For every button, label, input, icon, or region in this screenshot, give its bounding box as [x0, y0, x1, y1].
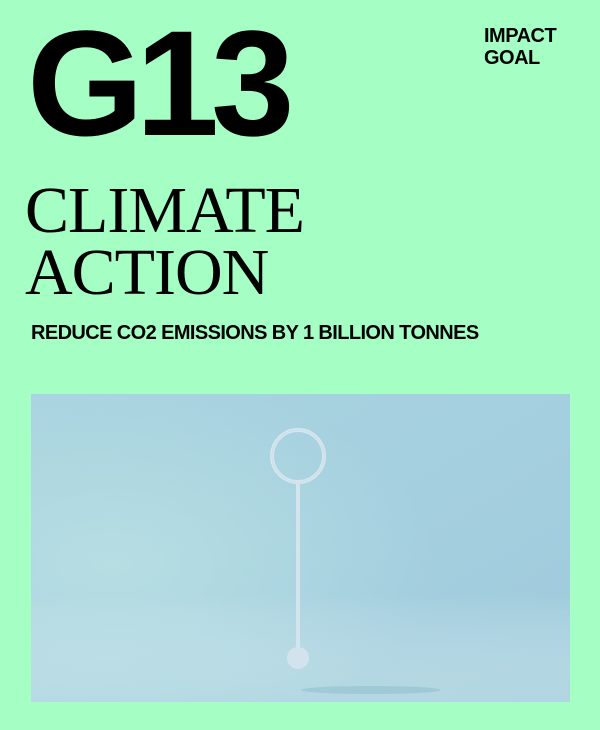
- goal-title-line-2: ACTION: [25, 236, 269, 309]
- balloon-stick: [296, 481, 300, 649]
- balloon-on-stick-illustration: [31, 394, 570, 702]
- badge-line-1: IMPACT: [484, 25, 557, 47]
- goal-code: G13: [27, 0, 295, 167]
- goal-target-text: REDUCE CO2 EMISSIONS BY 1 BILLION TONNES: [31, 322, 479, 344]
- balloon-object: [270, 428, 326, 669]
- goal-image: [31, 394, 570, 702]
- goal-title: CLIMATE ACTION: [25, 174, 305, 309]
- badge-line-2: GOAL: [484, 47, 540, 69]
- object-shadow: [301, 686, 441, 694]
- balloon-base: [287, 647, 309, 669]
- goal-title-line-1: CLIMATE: [25, 174, 305, 247]
- impact-goal-badge: IMPACT GOAL: [484, 25, 557, 69]
